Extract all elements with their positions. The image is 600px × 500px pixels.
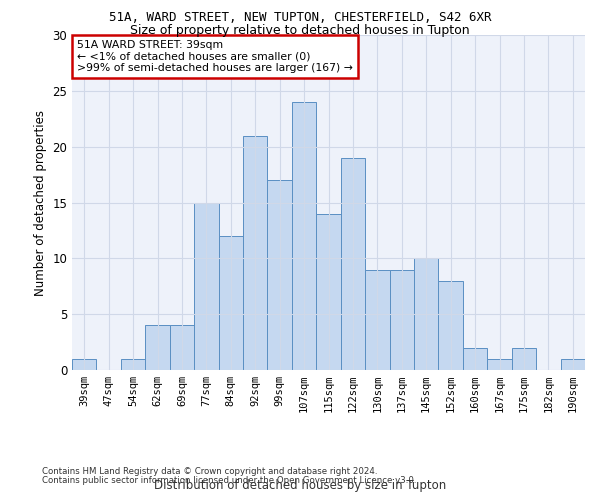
Bar — [218, 236, 243, 370]
Bar — [439, 280, 463, 370]
Text: 51A, WARD STREET, NEW TUPTON, CHESTERFIELD, S42 6XR: 51A, WARD STREET, NEW TUPTON, CHESTERFIE… — [109, 11, 491, 24]
Bar — [463, 348, 487, 370]
Bar — [341, 158, 365, 370]
Text: Distribution of detached houses by size in Tupton: Distribution of detached houses by size … — [154, 480, 446, 492]
Bar — [316, 214, 341, 370]
Bar — [121, 359, 145, 370]
Text: Contains public sector information licensed under the Open Government Licence v3: Contains public sector information licen… — [42, 476, 416, 485]
Bar — [414, 258, 439, 370]
Bar — [389, 270, 414, 370]
Bar — [268, 180, 292, 370]
Bar — [72, 359, 97, 370]
Bar — [487, 359, 512, 370]
Text: 51A WARD STREET: 39sqm
← <1% of detached houses are smaller (0)
>99% of semi-det: 51A WARD STREET: 39sqm ← <1% of detached… — [77, 40, 353, 73]
Text: Size of property relative to detached houses in Tupton: Size of property relative to detached ho… — [130, 24, 470, 37]
Text: Contains HM Land Registry data © Crown copyright and database right 2024.: Contains HM Land Registry data © Crown c… — [42, 467, 377, 476]
Bar — [194, 202, 218, 370]
Bar — [243, 136, 268, 370]
Y-axis label: Number of detached properties: Number of detached properties — [34, 110, 47, 296]
Bar — [365, 270, 389, 370]
Bar — [170, 326, 194, 370]
Bar — [292, 102, 316, 370]
Bar — [145, 326, 170, 370]
Bar — [560, 359, 585, 370]
Bar — [512, 348, 536, 370]
